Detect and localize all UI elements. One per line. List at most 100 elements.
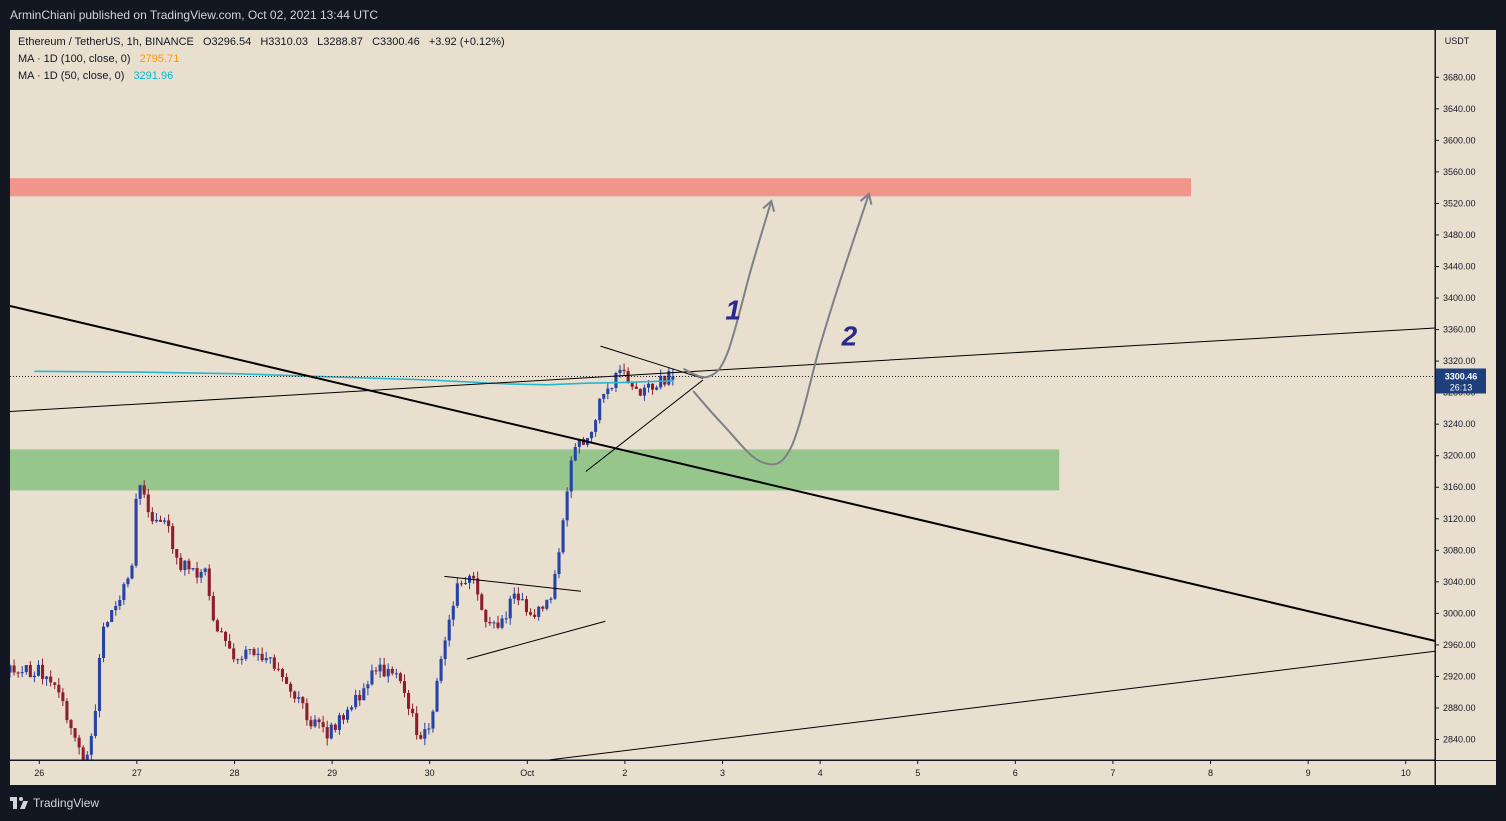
candle: [337, 712, 341, 735]
candle: [472, 571, 476, 584]
candle-body: [610, 387, 614, 389]
candle: [122, 582, 126, 605]
time-tick-label: 6: [1013, 768, 1018, 778]
brand-name: TradingView: [33, 796, 100, 810]
candle-body: [191, 568, 195, 570]
candle: [171, 523, 175, 554]
support-zone: [10, 449, 1060, 491]
candle-body: [529, 612, 533, 615]
candle: [219, 627, 224, 633]
candles-layer: [10, 363, 675, 760]
ohlc-open: O3296.54: [202, 36, 252, 48]
candle-body: [508, 598, 512, 619]
candle-body: [49, 676, 53, 683]
candle: [622, 363, 626, 375]
candle: [610, 387, 614, 392]
last-price-countdown: 26:13: [1450, 383, 1473, 393]
candle-body: [386, 668, 390, 677]
candle-body: [573, 446, 577, 461]
time-tick-label: 5: [915, 768, 920, 778]
candle: [382, 657, 386, 678]
candle-body: [333, 724, 337, 730]
candle-body: [61, 692, 65, 702]
candle: [537, 605, 541, 621]
candle-body: [520, 599, 524, 601]
price-chart[interactable]: 12USDT2840.002880.002920.002960.003000.0…: [10, 30, 1496, 785]
candle-body: [89, 735, 93, 755]
candle-body: [345, 709, 350, 720]
chart-area[interactable]: 1 2 USDT 2840.00 2880.00 2920.00 2960.00 3000.0…: [10, 30, 1496, 785]
trendline-long-descending: [10, 304, 1435, 642]
candle: [329, 722, 333, 740]
candle: [77, 734, 81, 755]
candle: [114, 601, 118, 616]
candle-body: [480, 594, 484, 610]
resistance-zone: [10, 178, 1191, 197]
candle: [496, 615, 500, 630]
candle-body: [549, 598, 553, 600]
candle-body: [289, 683, 293, 692]
time-tick-label: 9: [1306, 768, 1311, 778]
symbol-row[interactable]: Ethereum / TetherUS, 1h, BINANCE O3296.5…: [18, 34, 511, 51]
candle-body: [81, 747, 85, 760]
candle-body: [431, 711, 435, 729]
candle: [443, 636, 447, 666]
candle: [297, 691, 301, 704]
candle: [101, 622, 106, 663]
candle-body: [134, 498, 138, 566]
candle-body: [423, 729, 427, 739]
time-tick-label: 10: [1401, 768, 1411, 778]
ohlc-close: C3300.46: [372, 36, 420, 48]
candle: [529, 608, 533, 617]
candle-body: [126, 578, 130, 585]
time-tick-label: 30: [425, 768, 435, 778]
candle: [459, 580, 463, 587]
candle-body: [435, 680, 439, 712]
ma100-row[interactable]: MA · 1D (100, close, 0) 2795.71: [18, 51, 511, 68]
last-price-value: 3300.46: [1445, 372, 1478, 382]
candle-body: [268, 657, 272, 659]
candle-body: [642, 387, 646, 396]
candle-body: [602, 393, 606, 399]
candle-body: [272, 657, 276, 669]
candle-body: [203, 568, 207, 572]
candle-body: [646, 383, 651, 388]
candle-body: [651, 383, 655, 390]
candle: [651, 383, 655, 395]
tradingview-logo[interactable]: TradingView: [10, 796, 99, 810]
candle: [447, 614, 451, 647]
candle: [240, 655, 244, 665]
candle: [199, 568, 203, 583]
candle-body: [10, 665, 12, 673]
candle-body: [244, 649, 248, 659]
candle: [260, 647, 264, 662]
candle-body: [362, 688, 366, 701]
candle: [280, 667, 285, 682]
candle-body: [439, 659, 443, 681]
candle: [630, 382, 634, 391]
candle-body: [215, 620, 219, 632]
candle-body: [223, 631, 228, 641]
ma100-label: MA · 1D (100, close, 0): [18, 53, 131, 65]
candle-body: [459, 583, 463, 585]
candle: [671, 368, 675, 386]
candle-body: [57, 684, 61, 693]
ma50-row[interactable]: MA · 1D (50, close, 0) 3291.96: [18, 68, 511, 85]
candle-body: [415, 713, 419, 736]
candle: [203, 567, 207, 576]
time-tick-label: 26: [34, 768, 44, 778]
candle: [195, 561, 199, 584]
candle-body: [138, 485, 142, 499]
price-tick-label: 2920.00: [1443, 671, 1476, 681]
candle-body: [118, 600, 122, 607]
projection-path-1: [683, 200, 773, 379]
candle: [427, 722, 431, 735]
candle: [524, 595, 529, 616]
candle: [142, 480, 146, 498]
candle-body: [463, 582, 468, 585]
ohlc-low: L3288.87: [317, 36, 363, 48]
time-tick-label: Oct: [520, 768, 535, 778]
candle-body: [390, 668, 394, 674]
candle-body: [321, 722, 325, 728]
